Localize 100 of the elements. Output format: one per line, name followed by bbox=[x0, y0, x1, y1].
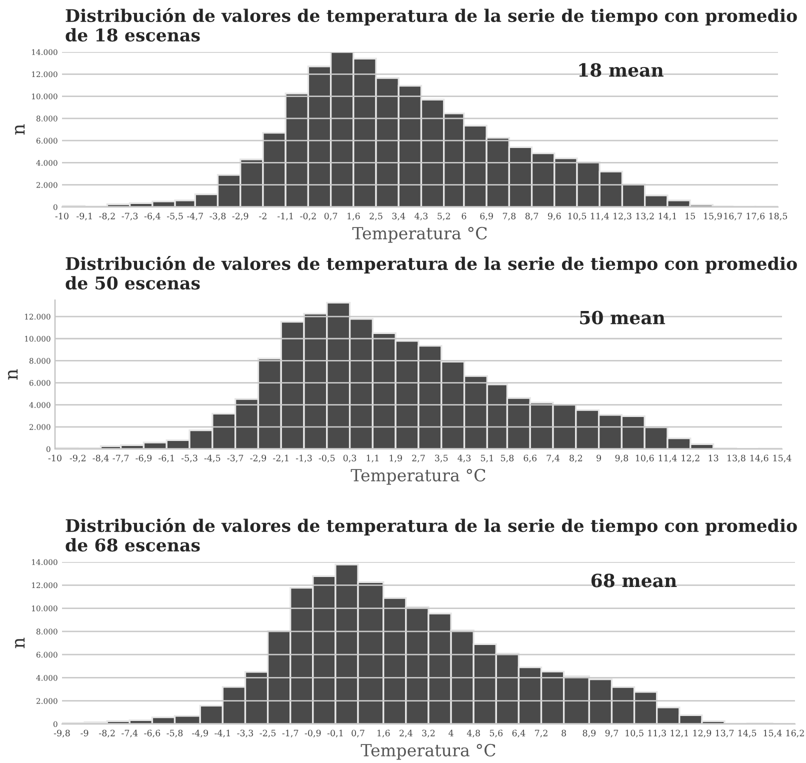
x-tick-label: 8,9 bbox=[582, 730, 596, 738]
x-tick-label: 6,6 bbox=[524, 454, 537, 462]
x-tick-label: 12,9 bbox=[693, 730, 712, 738]
x-tick-label: -2,9 bbox=[250, 454, 266, 462]
x-tick-label: 9,8 bbox=[615, 454, 628, 462]
x-tick-label: 3,2 bbox=[422, 730, 435, 738]
x-tick-label: 11,4 bbox=[658, 454, 677, 462]
x-tick-label: -8,2 bbox=[99, 730, 115, 738]
x-tick-label: 17,6 bbox=[746, 212, 765, 220]
annotation: 68 mean bbox=[591, 574, 677, 588]
x-tick-label: -6,1 bbox=[158, 454, 174, 462]
x-tick-label: 15,4 bbox=[764, 730, 782, 738]
x-tick-label: -4,9 bbox=[192, 730, 208, 738]
x-tick-label: -7,7 bbox=[112, 454, 129, 462]
x-tick-label: 11,4 bbox=[590, 212, 609, 220]
x-tick-label: 4,8 bbox=[466, 730, 480, 738]
x-tick-label: -1,3 bbox=[296, 454, 312, 462]
x-tick-label: -10 bbox=[55, 212, 68, 220]
x-tick-label: 16,7 bbox=[724, 212, 742, 220]
x-tick-label: 13 bbox=[708, 454, 718, 462]
x-tick-label: -7,3 bbox=[122, 212, 138, 220]
x-tick-label: 2,4 bbox=[400, 730, 412, 738]
x-tick-label: 14,6 bbox=[750, 454, 768, 462]
x-tick-label: 2,7 bbox=[412, 454, 425, 462]
x-tick-label: 5,2 bbox=[438, 212, 450, 220]
x-tick-label: 1,1 bbox=[366, 454, 378, 462]
x-tick-label: 6,4 bbox=[512, 730, 526, 738]
x-tick-label: -1,1 bbox=[278, 212, 293, 220]
x-tick-label: 14,5 bbox=[738, 730, 756, 738]
x-tick-label: 10,6 bbox=[636, 454, 654, 462]
x-tick-label: -5,8 bbox=[166, 730, 183, 738]
x-tick-label: -2 bbox=[259, 212, 266, 220]
x-tick-label: 0,3 bbox=[343, 454, 356, 462]
x-tick-label: 15,9 bbox=[704, 212, 722, 220]
x-tick-label: 14,1 bbox=[658, 212, 676, 220]
x-axis-title: Temperatura °C bbox=[350, 468, 486, 485]
x-tick-label: 3,4 bbox=[392, 212, 406, 220]
x-tick-label: -10 bbox=[48, 454, 62, 462]
annotation: 50 mean bbox=[580, 310, 666, 324]
x-tick-label: 3,5 bbox=[435, 454, 448, 462]
x-tick-label: -8,2 bbox=[99, 212, 115, 220]
x-tick-label: 9,7 bbox=[605, 730, 618, 738]
x-tick-label: -5,5 bbox=[167, 212, 183, 220]
x-axis-title: Temperatura °C bbox=[352, 226, 487, 243]
y-axis-title: n bbox=[14, 638, 25, 648]
x-tick-label: -2,5 bbox=[260, 730, 276, 738]
x-tick-label: -0,1 bbox=[327, 730, 343, 738]
x-tick-label: 5,1 bbox=[480, 454, 493, 462]
x-tick-label: -4,7 bbox=[187, 212, 203, 220]
x-tick-label: -9,8 bbox=[54, 730, 70, 738]
x-tick-label: -1,7 bbox=[282, 730, 298, 738]
x-tick-label: -9,1 bbox=[76, 212, 92, 220]
x-tick-label: -0,9 bbox=[304, 730, 321, 738]
x-axis-title: Temperatura °C bbox=[360, 744, 496, 760]
x-tick-label: -0,5 bbox=[318, 454, 335, 462]
x-tick-label: -6,9 bbox=[136, 454, 152, 462]
x-tick-label: 6,9 bbox=[480, 212, 493, 220]
x-tick-label: 10,5 bbox=[626, 730, 644, 738]
x-tick-label: 0,7 bbox=[324, 212, 338, 220]
x-tick-label: 1,6 bbox=[378, 730, 390, 738]
x-tick-label: 8,2 bbox=[570, 454, 582, 462]
x-tick-label: 4,3 bbox=[414, 212, 428, 220]
x-tick-label: 8 bbox=[562, 730, 566, 736]
x-tick-label: 13,2 bbox=[636, 212, 654, 220]
x-tick-label: 5,8 bbox=[501, 454, 514, 462]
x-tick-label: -4,1 bbox=[214, 730, 230, 738]
x-tick-label: -6,4 bbox=[144, 212, 160, 220]
x-tick-label: -9 bbox=[80, 730, 88, 736]
x-tick-label: -8,4 bbox=[92, 454, 109, 462]
chart-title: Distribución de valores de temperatura de la serie de tiempo con promedio de 50 escenas bbox=[66, 256, 797, 290]
x-tick-label: 15 bbox=[686, 212, 695, 220]
x-tick-label: 12,2 bbox=[682, 454, 700, 462]
x-tick-label: 16,2 bbox=[786, 730, 804, 738]
x-tick-label: -7,4 bbox=[122, 730, 138, 738]
x-tick-label: -2,1 bbox=[273, 454, 288, 462]
x-tick-label: 7,2 bbox=[535, 730, 548, 738]
x-tick-label: 9 bbox=[596, 454, 602, 462]
x-tick-label: -3,7 bbox=[227, 454, 244, 462]
x-tick-label: 18,5 bbox=[769, 212, 788, 220]
x-tick-label: 1,9 bbox=[390, 454, 402, 462]
x-tick-label: 11,3 bbox=[648, 730, 666, 738]
chart-title: Distribución de valores de temperatura de la serie de tiempo con promedio de 18 escenas bbox=[66, 8, 797, 42]
y-axis-title: n bbox=[8, 369, 18, 380]
x-tick-label: 1,6 bbox=[348, 212, 360, 220]
annotation: 18 mean bbox=[579, 63, 664, 77]
x-tick-label: 6 bbox=[462, 212, 466, 220]
x-tick-label: -0,2 bbox=[300, 212, 316, 220]
x-tick-label: 5,6 bbox=[490, 730, 503, 738]
y-axis-title: n bbox=[14, 124, 25, 135]
x-tick-label: 0,7 bbox=[352, 730, 364, 738]
x-tick-label: -4,5 bbox=[204, 454, 220, 462]
x-tick-label: -6,6 bbox=[144, 730, 160, 738]
x-tick-label: 7,8 bbox=[502, 212, 516, 220]
chart-title: Distribución de valores de temperatura de la serie de tiempo con promedio de 68 escenas bbox=[66, 518, 797, 552]
x-tick-label: -5,3 bbox=[181, 454, 198, 462]
x-tick-label: 7,4 bbox=[546, 454, 560, 462]
x-tick-label: 2,5 bbox=[370, 212, 382, 220]
x-tick-label: 8,7 bbox=[525, 212, 538, 220]
x-tick-label: 4,3 bbox=[458, 454, 471, 462]
x-tick-label: 15,4 bbox=[773, 454, 792, 462]
